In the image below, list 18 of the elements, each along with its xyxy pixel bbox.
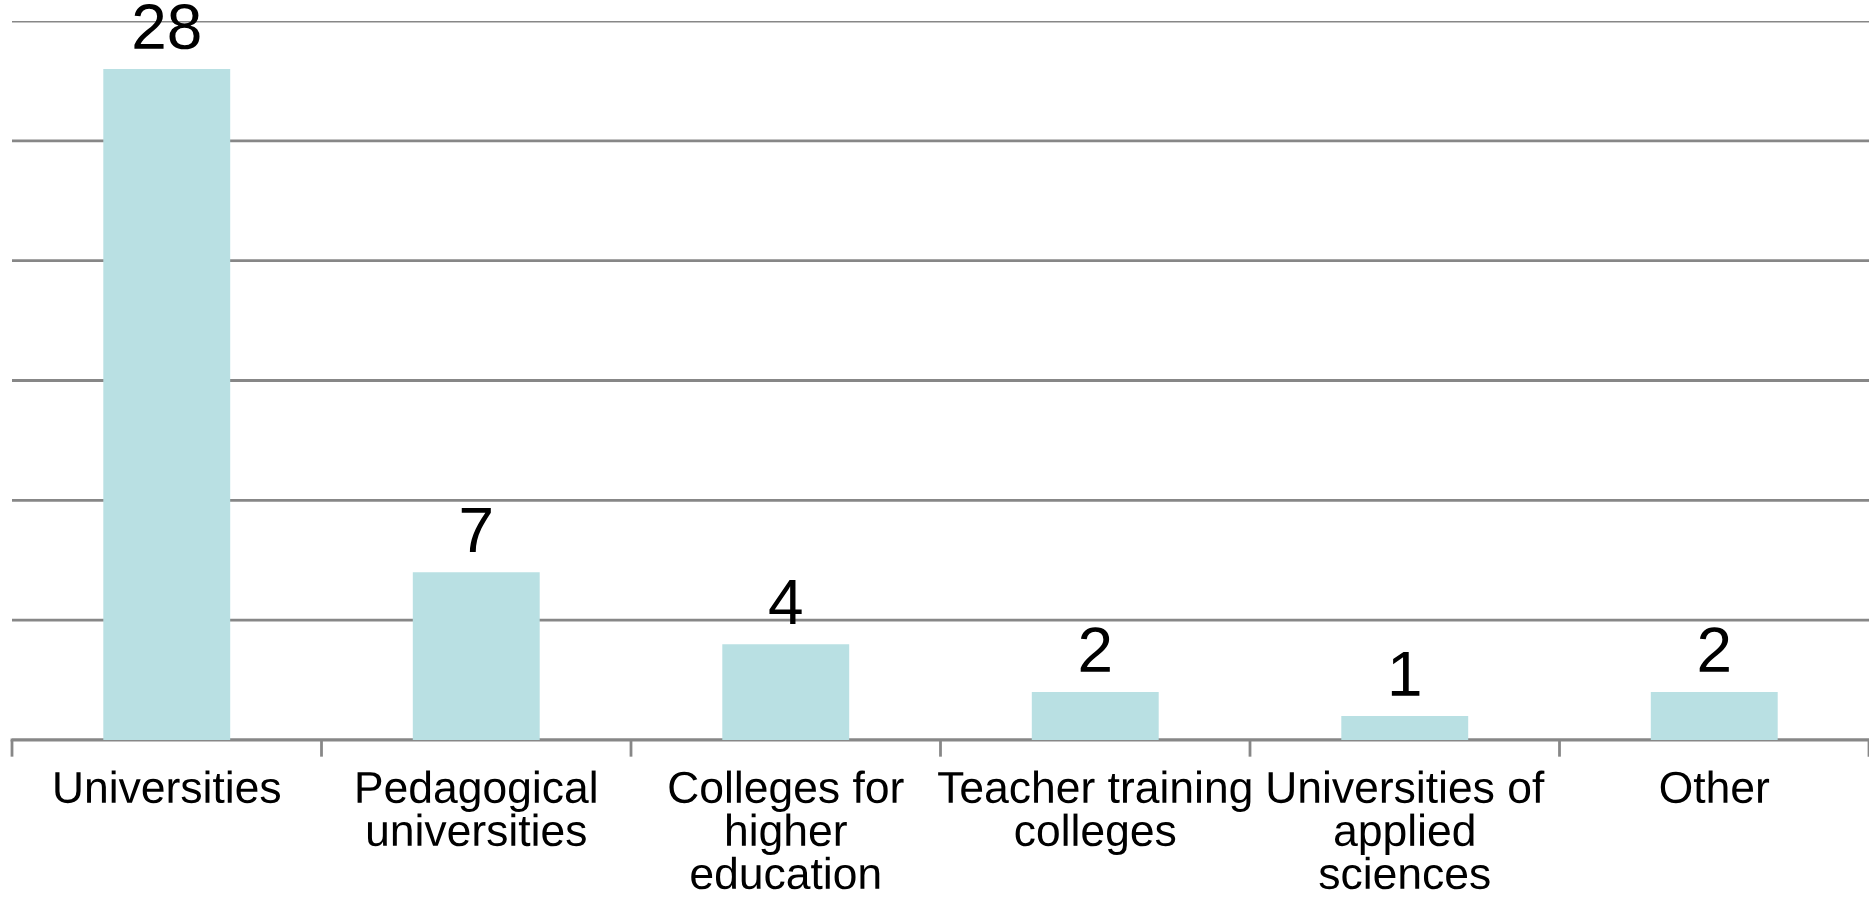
- bar: [1650, 692, 1778, 740]
- bar: [722, 644, 850, 740]
- data-label: 28: [134, 4, 200, 50]
- x-tick-label: Universities: [55, 770, 280, 804]
- x-tick-label: Other: [1660, 770, 1770, 804]
- data-label: 2: [1080, 627, 1110, 672]
- data-label: 7: [461, 508, 491, 553]
- x-tick-label: Teacher training colleges: [938, 770, 1251, 856]
- bar: [103, 68, 231, 740]
- bar: [412, 572, 540, 740]
- x-tick-label: Colleges for higher education: [669, 770, 904, 890]
- bar: [1341, 716, 1469, 740]
- data-label: 2: [1699, 627, 1729, 672]
- x-tick-label: Pedagogical universities: [357, 770, 596, 847]
- data-label: 4: [769, 579, 802, 624]
- data-label: 1: [1391, 651, 1420, 696]
- x-tick-label: Universities of applied sciences: [1268, 770, 1545, 890]
- bar: [1031, 692, 1159, 740]
